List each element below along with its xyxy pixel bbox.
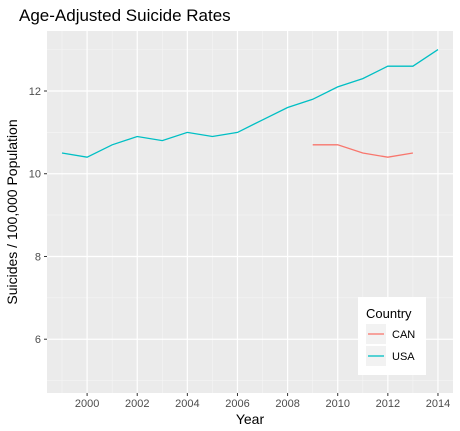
x-tick-label: 2010 (325, 398, 349, 410)
legend: Country CAN USA (358, 297, 426, 375)
chart-title: Age-Adjusted Suicide Rates (19, 6, 231, 25)
x-tick-label: 2012 (376, 398, 400, 410)
y-tick-label: 12 (29, 86, 41, 98)
series-layer (61, 49, 439, 158)
y-tick-label: 6 (35, 334, 41, 346)
x-tick-label: 2000 (75, 398, 99, 410)
y-tick-label: 8 (35, 251, 41, 263)
legend-label-can: CAN (392, 329, 415, 341)
x-axis-title: Year (236, 411, 265, 427)
legend-title: Country (366, 306, 412, 321)
y-axis: 6 8 10 12 (29, 86, 47, 346)
x-tick-label: 2004 (175, 398, 199, 410)
x-tick-label: 2002 (125, 398, 149, 410)
x-tick-label: 2008 (275, 398, 299, 410)
x-tick-label: 2014 (426, 398, 450, 410)
series-line-usa (61, 49, 439, 158)
series-line-can (312, 144, 414, 158)
y-axis-title: Suicides / 100,000 Population (4, 119, 20, 304)
x-tick-label: 2006 (225, 398, 249, 410)
legend-label-usa: USA (392, 351, 415, 363)
y-tick-label: 10 (29, 169, 41, 181)
x-axis: 2000 2002 2004 2006 2008 2010 2012 2014 (75, 393, 450, 410)
